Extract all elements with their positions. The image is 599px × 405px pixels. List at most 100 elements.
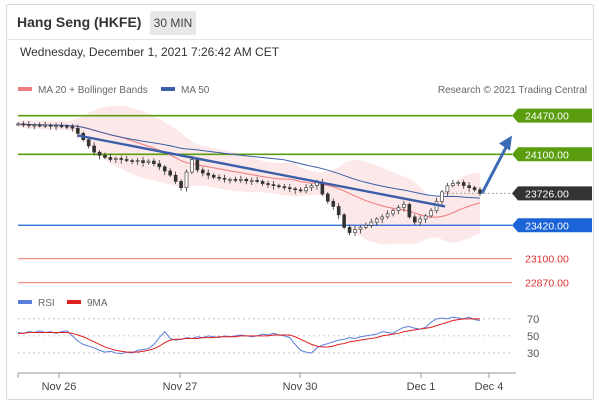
candle-body [152, 160, 156, 164]
candle-body [211, 174, 216, 178]
candle-body [48, 124, 53, 127]
candle [190, 155, 194, 174]
candle [222, 174, 227, 183]
candle [364, 222, 368, 230]
candle-body [119, 158, 124, 160]
candle [162, 164, 167, 176]
candle [21, 121, 26, 128]
candle [65, 124, 69, 130]
candle-body [146, 160, 151, 163]
candle [342, 212, 346, 230]
x-axis: Nov 26 Nov 27 Nov 30 Dec 1 Dec 4 [17, 373, 503, 393]
level-tag-box [512, 218, 592, 233]
candle-body [228, 179, 232, 181]
candle [233, 176, 238, 183]
candle [141, 157, 145, 167]
candle [54, 123, 58, 131]
candle-body [260, 181, 265, 184]
interval-button[interactable]: 30 MIN [150, 11, 196, 35]
candle-body [43, 124, 47, 127]
candle-body [364, 224, 368, 228]
candle-body [451, 183, 455, 186]
candle-body [369, 221, 374, 226]
candle-body [331, 200, 336, 207]
rsi-legend-swatch [18, 300, 32, 304]
ma20-legend-label: MA 20 + Bollinger Bands [38, 85, 148, 96]
candle [173, 171, 178, 185]
rsi-ma-line [18, 318, 480, 353]
candle-body [402, 204, 406, 208]
datetime-label: Wednesday, December 1, 2021 7:26:42 AM C… [20, 45, 280, 59]
candle [92, 142, 96, 156]
ma50-line [17, 123, 481, 199]
candle-body [407, 204, 412, 218]
candle-body [396, 207, 401, 211]
x-tick-label: Nov 27 [163, 381, 198, 393]
candle-body [201, 169, 205, 174]
candle-body [233, 179, 238, 181]
candle-body [70, 126, 75, 129]
candle-body [239, 179, 243, 181]
candle [266, 180, 270, 188]
level-label: 23420.00 [525, 220, 569, 232]
candle-body [429, 210, 433, 217]
candle-body [135, 160, 140, 162]
candle [391, 208, 395, 217]
candle-body [282, 186, 287, 188]
candle-body [309, 185, 314, 188]
candle [86, 136, 91, 149]
rsi-legend-label: RSI [38, 298, 55, 309]
chart-title: Hang Seng (HKFE) [17, 14, 142, 30]
candle [152, 158, 156, 167]
candle [260, 179, 265, 187]
candle-body [54, 125, 58, 128]
candle-body [114, 158, 118, 160]
ma20-legend-swatch [18, 87, 32, 91]
level-tag-box [512, 108, 592, 123]
rsi-tick-label: 50 [527, 331, 539, 343]
candle [16, 122, 20, 126]
candle-body [168, 170, 172, 176]
candle-body [97, 151, 102, 156]
candle-body [173, 174, 178, 182]
candle [326, 192, 330, 204]
candle-body [217, 176, 221, 179]
candle [168, 168, 172, 178]
candle [347, 224, 352, 236]
candle [211, 173, 216, 180]
candle [271, 181, 276, 190]
candle-body [184, 171, 189, 188]
candle-body [320, 182, 325, 195]
x-tick-label: Dec 1 [407, 381, 436, 393]
candle [37, 122, 42, 128]
candle [402, 200, 406, 212]
candle-body [157, 163, 162, 168]
candle [59, 122, 64, 129]
candle-body [59, 125, 64, 128]
candle [407, 202, 412, 219]
credit-label: Research © 2021 Trading Central [438, 85, 587, 96]
candle [456, 180, 461, 187]
candle-body [16, 123, 20, 126]
candle [309, 183, 314, 192]
candle [239, 175, 243, 183]
candle [380, 214, 384, 224]
candle [103, 152, 107, 160]
candle-body [380, 216, 384, 220]
candle [244, 177, 249, 185]
candle-body [130, 160, 134, 162]
candle-body [27, 124, 31, 126]
level-tag-current: 23726.00 [512, 186, 592, 201]
candle [336, 202, 341, 219]
candle [70, 123, 75, 132]
candle-body [21, 123, 26, 126]
candle-body [326, 193, 330, 202]
candle [124, 155, 129, 163]
candle-body [32, 124, 37, 127]
candle-body [206, 172, 211, 176]
level-label: 23100.00 [525, 254, 569, 266]
candle [298, 187, 303, 193]
candle-body [124, 159, 129, 161]
candle-body [65, 126, 69, 128]
candle-body [445, 185, 450, 193]
